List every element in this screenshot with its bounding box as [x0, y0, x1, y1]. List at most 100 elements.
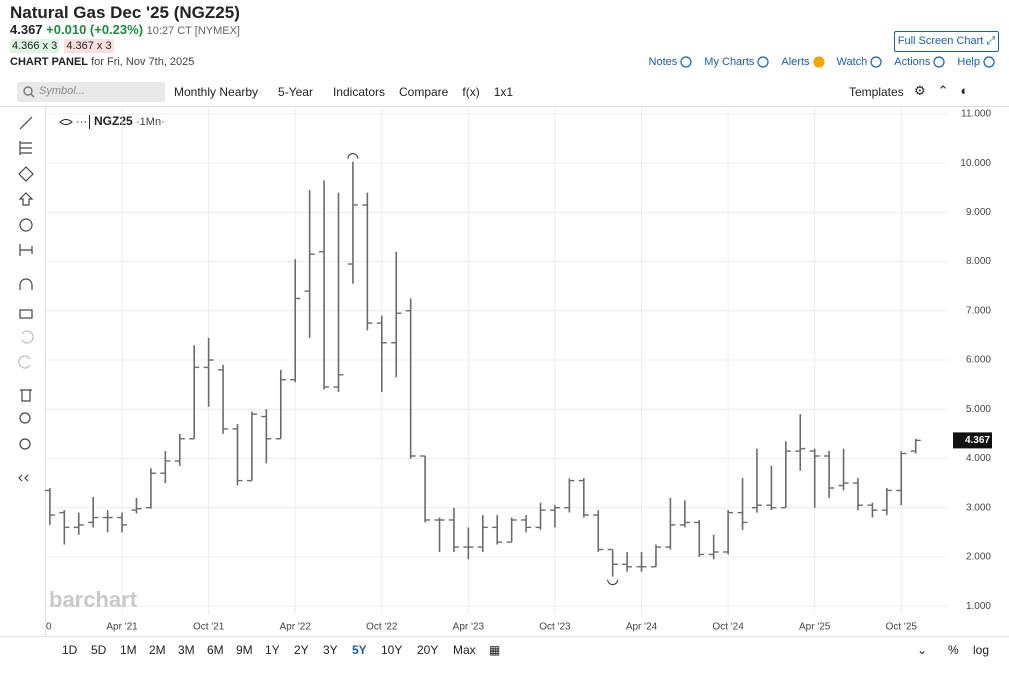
bid-ask: 4.366 x 3 4.367 x 3	[10, 39, 114, 53]
menu-item[interactable]: Actions	[894, 56, 945, 68]
menu: Notes My Charts Alerts Watch Actions Help	[637, 56, 995, 68]
x-tick-label: Apr '22	[280, 622, 312, 633]
log-option[interactable]: log	[973, 643, 990, 657]
menu-item[interactable]: Help	[957, 56, 995, 68]
range-button[interactable]: 1D	[62, 643, 78, 657]
y-tick-label: 9.000	[966, 207, 991, 218]
range-button[interactable]: 6M	[207, 643, 224, 657]
x-tick-label: Apr '25	[799, 622, 831, 633]
price: 4.367	[10, 22, 43, 37]
legend-eye[interactable]	[59, 119, 73, 125]
tool-undo[interactable]	[21, 330, 34, 344]
title: Natural Gas Dec '25 (NGZ25)	[10, 3, 240, 22]
tool-zoom-in[interactable]	[19, 412, 31, 424]
tool-line[interactable]	[19, 116, 33, 130]
range-button[interactable]: 2M	[149, 643, 166, 657]
ohlc-bars	[44, 161, 921, 577]
change: +0.010 (+0.23%)	[46, 22, 144, 37]
range-button[interactable]: 1Y	[265, 643, 280, 657]
tool-lock[interactable]	[19, 309, 33, 319]
tool-zoom-out[interactable]	[19, 438, 31, 450]
y-tick-label: 11.000	[961, 109, 991, 120]
grid	[46, 107, 947, 614]
x-tick-label-clipped: 0	[46, 622, 52, 633]
tool-magnet[interactable]	[19, 278, 33, 290]
toolbar: Monthly Nearby 5-Year Indicators Compare f(x…	[174, 85, 519, 99]
legend-period: ·1Mn·	[136, 116, 165, 128]
x-tick-label: Apr '23	[453, 622, 485, 633]
menu-icon	[933, 56, 945, 68]
menu-label: Watch	[836, 56, 868, 68]
bid: 4.366 x 3	[10, 39, 60, 53]
menu-label: My Charts	[704, 56, 755, 68]
tool-delete[interactable]	[20, 389, 32, 402]
legend-name: NGZ25	[94, 114, 133, 128]
range-button[interactable]: Max	[453, 643, 476, 657]
last-price-badge	[953, 432, 992, 449]
toolbar-item[interactable]: Monthly Nearby	[174, 85, 259, 99]
range-button[interactable]: 2Y	[294, 643, 309, 657]
percent-option[interactable]: %	[948, 643, 959, 657]
toolbar-item[interactable]: Indicators	[332, 85, 385, 99]
y-tick-label: 5.000	[966, 404, 991, 415]
menu-label: Help	[957, 56, 980, 68]
tool-fib[interactable]	[19, 141, 32, 155]
tool-shape[interactable]	[18, 166, 34, 182]
tool-redo[interactable]	[18, 355, 31, 369]
range-button[interactable]: 1M	[120, 643, 137, 657]
y-tick-label: 7.000	[966, 305, 991, 316]
toolbar-item[interactable]: f(x)	[462, 85, 480, 99]
toolbar-item[interactable]: 1x1	[493, 85, 514, 99]
menu-icon	[757, 56, 770, 68]
menu-label: Actions	[894, 56, 931, 68]
menu-icon	[680, 56, 692, 68]
menu-icon	[870, 56, 882, 68]
y-tick-label: 10.000	[960, 158, 991, 169]
toolbar-icons[interactable]: ⚙︎⌃◐	[914, 83, 981, 98]
range-button[interactable]: 5Y	[352, 643, 367, 657]
menu-icon	[812, 56, 825, 68]
x-tick-label: Apr '21	[106, 622, 138, 633]
menu-item[interactable]: Notes	[649, 56, 693, 68]
tool-collapse[interactable]	[18, 474, 29, 482]
tool-measure[interactable]	[19, 244, 33, 256]
collapse-button[interactable]: ⌄	[917, 643, 928, 657]
templates[interactable]: Templates	[849, 85, 904, 99]
range-button[interactable]: 10Y	[381, 643, 403, 657]
menu-label: Notes	[648, 56, 678, 68]
range-button[interactable]: 9M	[236, 643, 253, 657]
fullscreen-button[interactable]: Full Screen Chart ⤢	[894, 31, 999, 52]
y-tick-label: 4.000	[966, 453, 991, 464]
panel-date: for Fri, Nov 7th, 2025	[91, 56, 195, 68]
x-tick-label: Oct '25	[886, 622, 918, 633]
x-tick-label: Oct '24	[712, 622, 744, 633]
tool-icons	[18, 116, 34, 482]
toolbar-item[interactable]: 5-Year	[278, 85, 313, 99]
legend-dots: ···	[76, 116, 87, 128]
y-tick-label: 6.000	[966, 355, 991, 366]
calendar-button[interactable]: ▦	[489, 643, 501, 657]
range-button[interactable]: 20Y	[417, 643, 439, 657]
y-tick-label: 3.000	[966, 502, 991, 513]
tool-note[interactable]	[19, 218, 33, 232]
time: 10:27 CT [NYMEX]	[146, 25, 240, 37]
range-button[interactable]: 5D	[91, 643, 107, 657]
range-button[interactable]: 3M	[178, 643, 195, 657]
panel-line: CHART PANEL for Fri, Nov 7th, 2025	[10, 56, 194, 68]
ask: 4.367 x 3	[64, 39, 114, 53]
high-marker	[347, 153, 359, 159]
menu-item[interactable]: Alerts	[781, 56, 825, 68]
symbol-search[interactable]: Symbol...	[17, 82, 165, 102]
watermark: barchart	[49, 587, 138, 612]
toolbar-item[interactable]: Compare	[399, 85, 449, 99]
range-button[interactable]: 3Y	[323, 643, 338, 657]
y-tick-label: 2.000	[966, 552, 991, 563]
x-tick-label: Apr '24	[626, 622, 658, 633]
menu-item[interactable]: My Charts	[704, 56, 770, 68]
tool-arrow[interactable]	[18, 192, 34, 206]
menu-item[interactable]: Watch	[837, 56, 883, 68]
y-tick-label: 1.000	[966, 601, 991, 612]
symbol-placeholder: Symbol...	[39, 85, 85, 97]
